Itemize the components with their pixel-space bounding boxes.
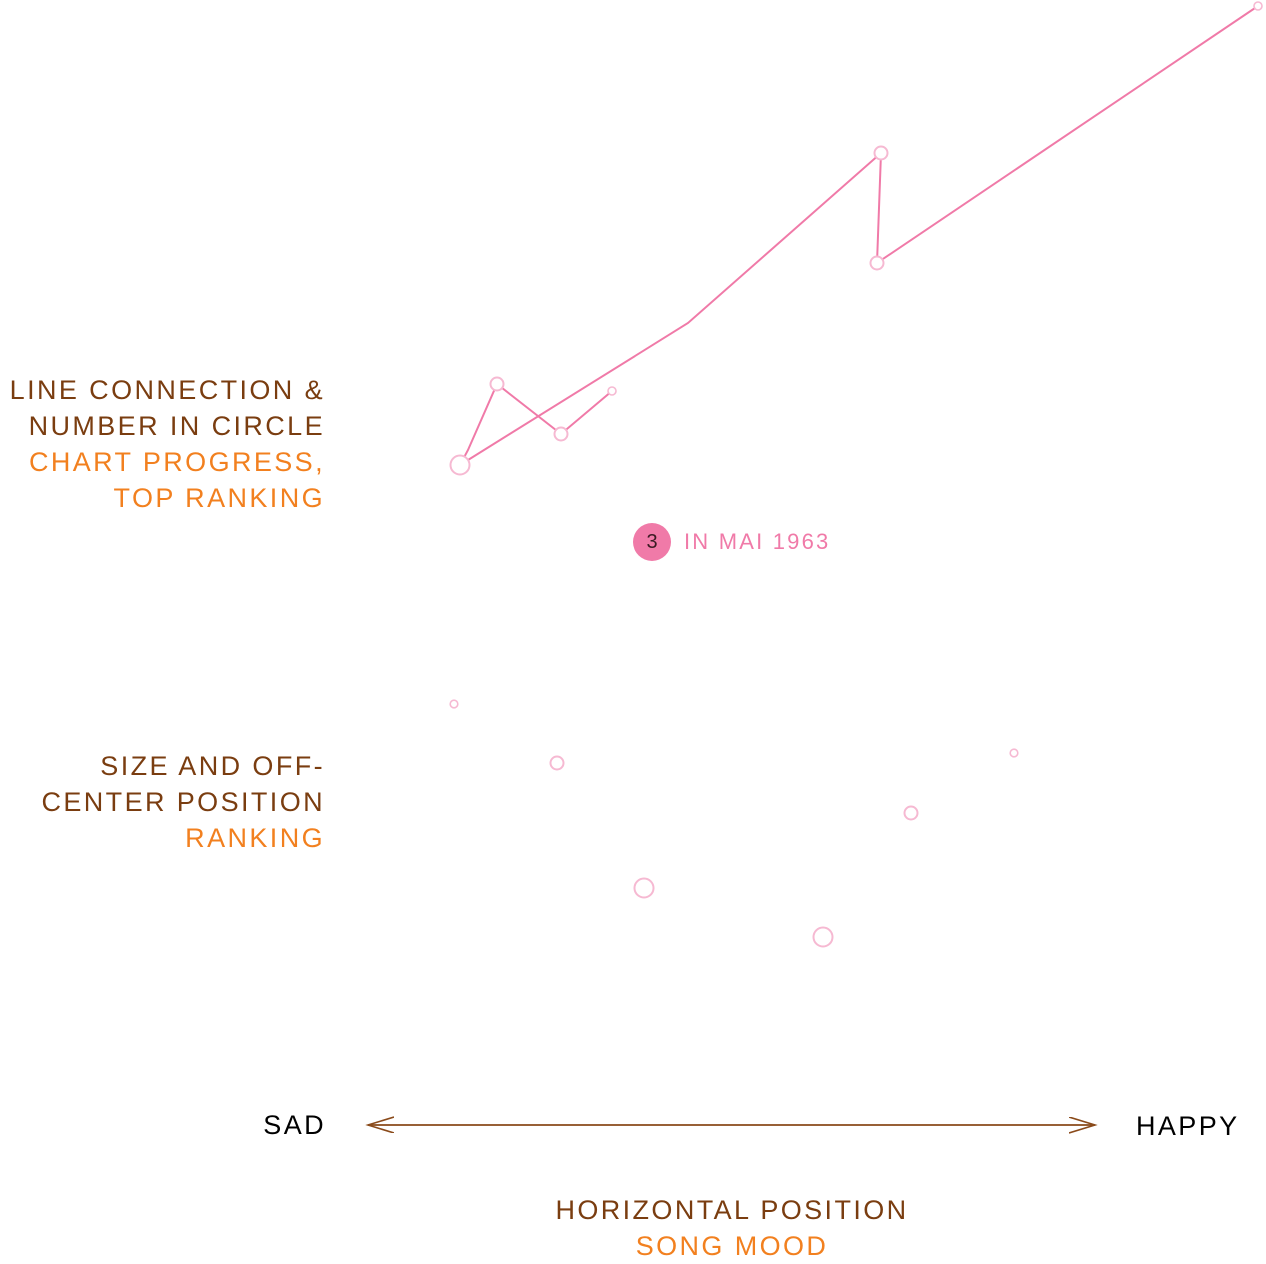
mood-sad-label: SAD <box>263 1110 326 1140</box>
rank-number-badge: 3 <box>633 523 671 561</box>
chart-progress-line-long <box>459 5 1259 466</box>
legend-size-position: SIZE AND OFF- CENTER POSITION RANKING <box>41 748 325 856</box>
legend-horizontal-position-title: HORIZONTAL POSITION <box>555 1195 909 1225</box>
mood-happy-label: HAPPY <box>1136 1111 1240 1141</box>
legend-horizontal-position: HORIZONTAL POSITION SONG MOOD <box>532 1192 932 1264</box>
legend-horizontal-position-meaning: SONG MOOD <box>635 1231 829 1261</box>
ranking-circle <box>1009 748 1019 758</box>
ranking-circle <box>633 877 655 899</box>
rank-annotation: 3 IN MAI 1963 <box>633 523 830 561</box>
rank-annotation-text: IN MAI 1963 <box>684 529 831 554</box>
chart-point <box>1253 1 1263 11</box>
chart-point <box>553 426 569 442</box>
chart-point <box>873 145 889 161</box>
ranking-circle <box>812 926 834 948</box>
legend-size-position-meaning: RANKING <box>185 823 325 853</box>
ranking-circle <box>449 699 459 709</box>
chart-point <box>607 386 617 396</box>
ranking-circle <box>903 805 919 821</box>
chart-progress-line <box>459 382 613 466</box>
legend-line-connection-meaning-1: CHART PROGRESS, <box>28 447 325 477</box>
chart-point <box>489 376 505 392</box>
legend-size-position-title-2: CENTER POSITION <box>41 787 325 817</box>
ranking-circle <box>549 755 565 771</box>
legend-line-connection: LINE CONNECTION & NUMBER IN CIRCLE CHART… <box>10 372 325 516</box>
legend-line-connection-meaning-2: TOP RANKING <box>113 483 325 513</box>
legend-line-connection-title-2: NUMBER IN CIRCLE <box>28 411 325 441</box>
chart-point <box>869 255 885 271</box>
legend-size-position-title-1: SIZE AND OFF- <box>100 751 325 781</box>
legend-line-connection-title-1: LINE CONNECTION & <box>9 375 325 405</box>
chart-point <box>449 454 471 476</box>
